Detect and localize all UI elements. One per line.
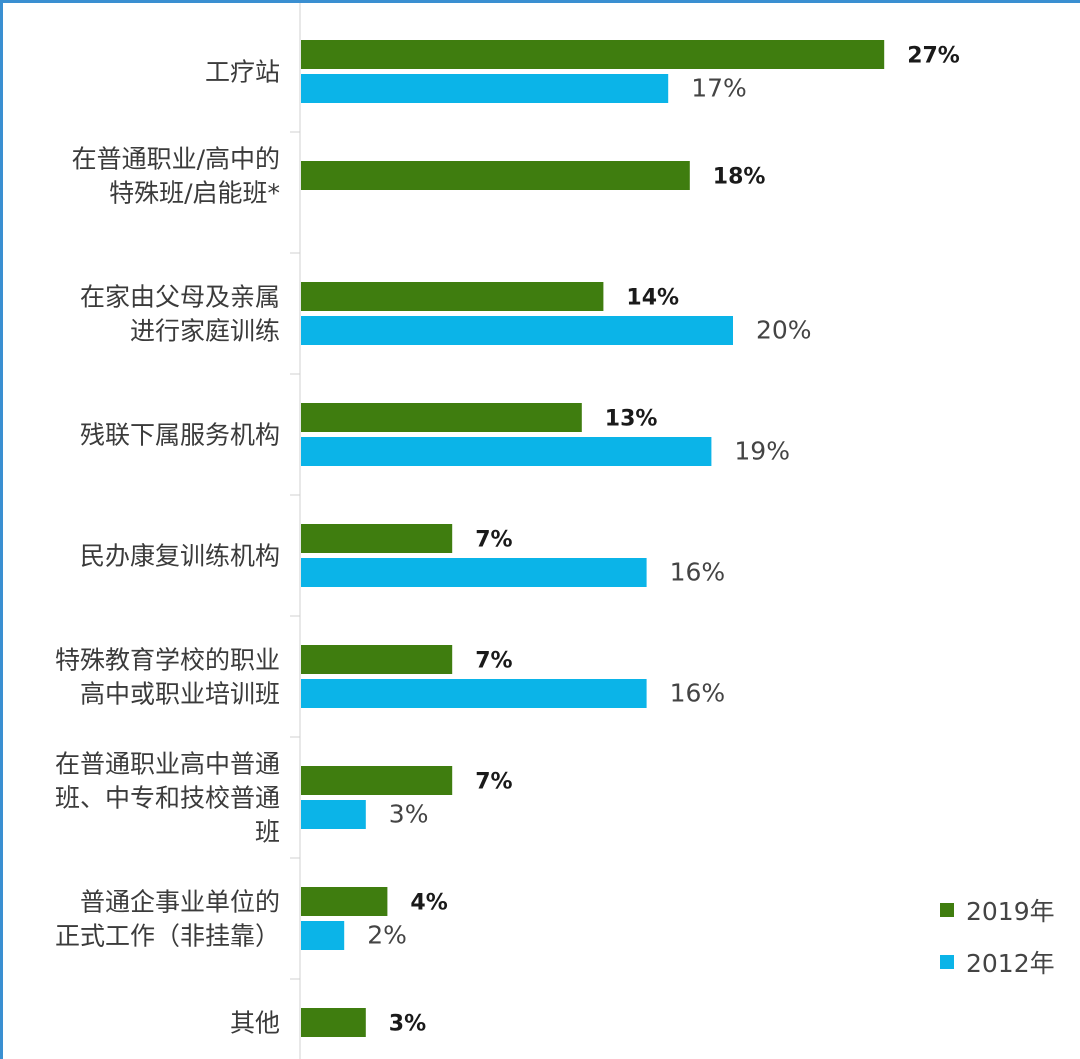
category-label-line: 在普通职业/高中的: [72, 145, 280, 174]
bar-2012: [301, 921, 345, 950]
data-label-2019: 3%: [389, 1012, 426, 1037]
bar-2019: [301, 282, 604, 311]
legend-swatch-2019: [940, 903, 954, 917]
data-label-2019: 13%: [605, 407, 658, 432]
legend-label-2012: 2012年: [966, 949, 1055, 978]
category-label-line: 班: [255, 818, 280, 847]
data-label-2012: 19%: [734, 437, 790, 466]
category-label-line: 其他: [230, 1009, 280, 1038]
data-label-2019: 7%: [475, 649, 512, 674]
category-label: 民办康复训练机构: [80, 542, 280, 571]
data-label-2012: 17%: [691, 74, 747, 103]
bar-2019: [301, 40, 885, 69]
category-label: 在普通职业高中普通班、中专和技校普通班: [55, 750, 280, 847]
bar-2012: [301, 679, 647, 708]
data-label-2012: 16%: [670, 679, 726, 708]
category-label-line: 正式工作（非挂靠）: [55, 922, 280, 951]
category-label-line: 在普通职业高中普通: [55, 750, 280, 779]
data-label-2019: 7%: [475, 770, 512, 795]
category-label-line: 班、中专和技校普通: [55, 784, 280, 813]
data-label-2019: 18%: [713, 165, 766, 190]
category-label: 残联下属服务机构: [80, 421, 280, 450]
category-label: 其他: [230, 1009, 280, 1038]
bar-chart: 工疗站 27% 17% 在普通职业/高中的特殊班/启能班* 18% 在家由父母及亲属进行家…: [55, 3, 1055, 1059]
data-label-2012: 3%: [389, 800, 429, 829]
data-label-2012: 20%: [756, 316, 812, 345]
bar-2019: [301, 766, 453, 795]
data-label-2012: 16%: [670, 558, 726, 587]
bar-2019: [301, 524, 453, 553]
bar-2019: [301, 1008, 366, 1037]
legend-swatch-2012: [940, 955, 954, 969]
category-label-line: 工疗站: [205, 58, 280, 87]
category-label-line: 民办康复训练机构: [80, 542, 280, 571]
bar-2012: [301, 316, 733, 345]
category-label: 在家由父母及亲属进行家庭训练: [80, 283, 280, 346]
data-label-2019: 14%: [626, 286, 679, 311]
legend-label-2019: 2019年: [966, 897, 1055, 926]
category-label-line: 残联下属服务机构: [80, 421, 280, 450]
bar-2019: [301, 403, 582, 432]
bar-2012: [301, 558, 647, 587]
bar-2012: [301, 800, 366, 829]
bar-2019: [301, 887, 388, 916]
category-label-line: 进行家庭训练: [130, 317, 280, 346]
data-label-2019: 27%: [907, 44, 960, 69]
category-label: 在普通职业/高中的特殊班/启能班*: [72, 145, 280, 208]
category-label: 工疗站: [205, 58, 280, 87]
category-label-line: 高中或职业培训班: [80, 680, 280, 709]
category-label: 普通企事业单位的正式工作（非挂靠）: [55, 888, 280, 951]
category-label-line: 在家由父母及亲属: [80, 283, 280, 312]
bar-2019: [301, 161, 690, 190]
category-label: 特殊教育学校的职业高中或职业培训班: [55, 646, 280, 709]
bar-2012: [301, 74, 669, 103]
category-label-line: 普通企事业单位的: [80, 888, 280, 917]
data-label-2019: 4%: [410, 891, 447, 916]
category-label-line: 特殊教育学校的职业: [55, 646, 280, 675]
data-label-2012: 2%: [367, 921, 407, 950]
bar-2019: [301, 645, 453, 674]
data-label-2019: 7%: [475, 528, 512, 553]
category-label-line: 特殊班/启能班*: [109, 179, 280, 208]
bar-2012: [301, 437, 712, 466]
